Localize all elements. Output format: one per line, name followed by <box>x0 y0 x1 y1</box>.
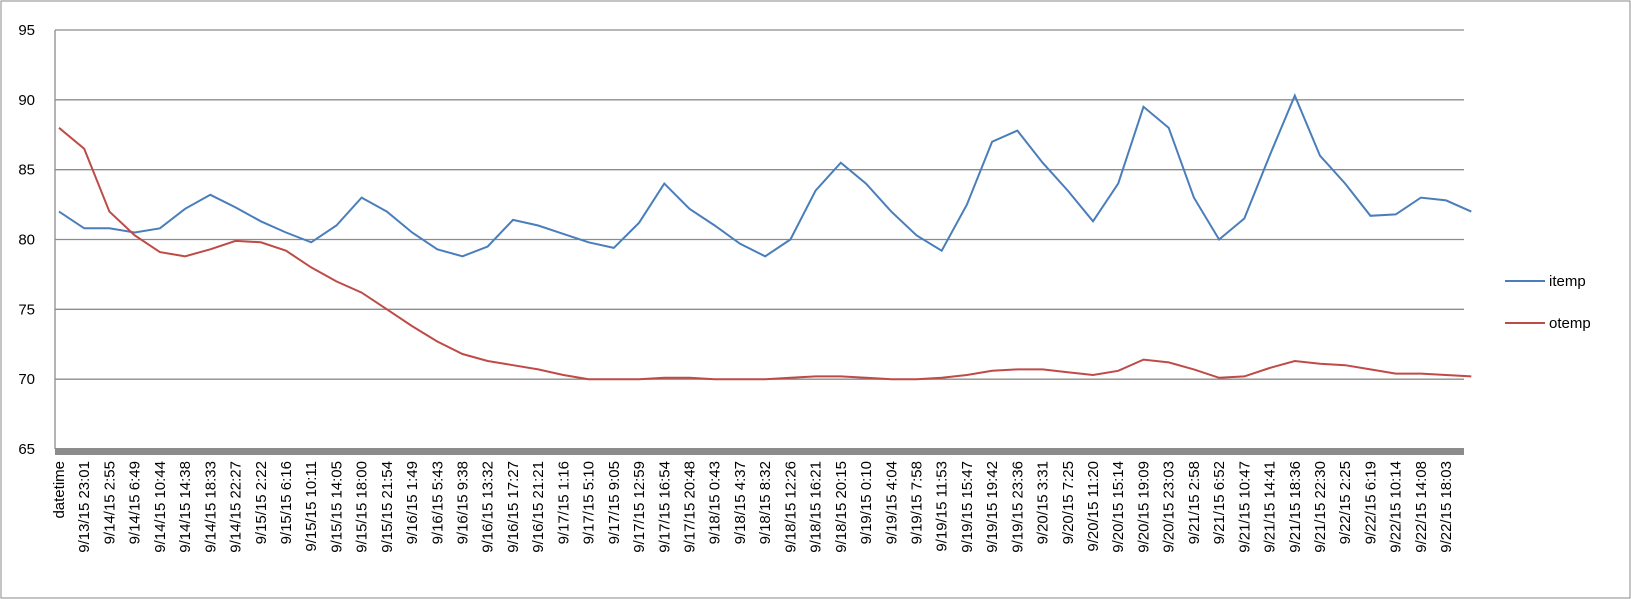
x-tick-label: 9/17/15 16:54 <box>656 461 673 553</box>
x-tick-label: 9/13/15 23:01 <box>76 461 93 553</box>
x-tick-label: 9/15/15 6:16 <box>278 461 295 544</box>
y-tick-label: 65 <box>18 441 35 458</box>
x-tick-label: datetime <box>51 461 68 519</box>
x-tick-label: 9/17/15 5:10 <box>581 461 598 544</box>
x-tick-label: 9/18/15 16:21 <box>808 461 825 553</box>
x-tick-label: 9/18/15 12:26 <box>782 461 799 553</box>
x-tick-label: 9/19/15 4:04 <box>883 461 900 544</box>
x-tick-label: 9/16/15 13:32 <box>480 461 497 553</box>
x-tick-label: 9/21/15 10:47 <box>1236 461 1253 553</box>
x-tick-label: 9/20/15 7:25 <box>1060 461 1077 544</box>
x-tick-label: 9/18/15 20:15 <box>833 461 850 553</box>
x-tick-label: 9/19/15 19:42 <box>984 461 1001 553</box>
x-tick-label: 9/16/15 5:43 <box>429 461 446 544</box>
x-tick-label: 9/19/15 11:53 <box>934 461 951 552</box>
x-tick-label: 9/15/15 10:11 <box>303 461 320 552</box>
x-tick-label: 9/21/15 6:52 <box>1211 461 1228 544</box>
x-tick-label: 9/15/15 2:22 <box>253 461 270 544</box>
series-line <box>58 93 1472 258</box>
x-axis <box>55 448 1464 455</box>
x-tick-label: 9/14/15 18:33 <box>202 461 219 553</box>
x-tick-label: 9/18/15 4:37 <box>732 461 749 544</box>
x-tick-label: 9/15/15 18:00 <box>354 461 371 553</box>
x-tick-label: 9/18/15 0:43 <box>707 461 724 544</box>
legend-label: otemp <box>1549 315 1591 332</box>
x-tick-label: 9/21/15 22:30 <box>1312 461 1329 553</box>
x-tick-label: 9/16/15 1:49 <box>404 461 421 544</box>
x-tick-label: 9/15/15 14:05 <box>328 461 345 553</box>
legend-label: itemp <box>1549 273 1586 290</box>
y-tick-label: 85 <box>18 162 35 179</box>
x-tick-label: 9/22/15 18:03 <box>1438 461 1455 553</box>
y-tick-label: 70 <box>18 371 35 388</box>
x-tick-label: 9/20/15 15:14 <box>1110 461 1127 553</box>
x-tick-label: 9/16/15 21:21 <box>530 461 547 553</box>
y-tick-label: 80 <box>18 232 35 249</box>
x-tick-label: 9/20/15 23:03 <box>1161 461 1178 553</box>
x-tick-label: 9/19/15 7:58 <box>908 461 925 544</box>
x-tick-label: 9/14/15 6:49 <box>127 461 144 544</box>
x-tick-label: 9/19/15 15:47 <box>959 461 976 553</box>
y-tick-label: 75 <box>18 301 35 318</box>
x-tick-label: 9/21/15 18:36 <box>1287 461 1304 553</box>
x-tick-label: 9/17/15 20:48 <box>682 461 699 553</box>
x-tick-label: 9/20/15 3:31 <box>1035 461 1052 544</box>
x-tick-label: 9/17/15 9:05 <box>606 461 623 544</box>
series-line <box>58 127 1472 381</box>
x-tick-label: 9/14/15 22:27 <box>228 461 245 553</box>
y-tick-label: 95 <box>18 22 35 39</box>
x-tick-label: 9/21/15 14:41 <box>1262 461 1279 553</box>
x-tick-label: 9/15/15 21:54 <box>379 461 396 553</box>
x-tick-label: 9/18/15 8:32 <box>757 461 774 544</box>
x-tick-label: 9/20/15 19:09 <box>1135 461 1152 553</box>
x-tick-label: 9/16/15 9:38 <box>455 461 472 544</box>
x-tick-label: 9/21/15 2:58 <box>1186 461 1203 544</box>
x-tick-label: 9/22/15 10:14 <box>1388 461 1405 553</box>
x-tick-label: 9/19/15 23:36 <box>1009 461 1026 553</box>
x-tick-label: 9/19/15 0:10 <box>858 461 875 544</box>
y-tick-label: 90 <box>18 92 35 109</box>
x-tick-label: 9/22/15 6:19 <box>1362 461 1379 544</box>
x-tick-label: 9/20/15 11:20 <box>1085 461 1102 552</box>
x-tick-label: 9/14/15 2:55 <box>101 461 118 544</box>
x-tick-label: 9/17/15 1:16 <box>555 461 572 544</box>
x-tick-label: 9/14/15 10:44 <box>152 461 169 553</box>
x-tick-label: 9/14/15 14:38 <box>177 461 194 553</box>
x-tick-label: 9/17/15 12:59 <box>631 461 648 553</box>
x-tick-label: 9/16/15 17:27 <box>505 461 522 553</box>
x-tick-label: 9/22/15 2:25 <box>1337 461 1354 544</box>
x-tick-label: 9/22/15 14:08 <box>1413 461 1430 553</box>
